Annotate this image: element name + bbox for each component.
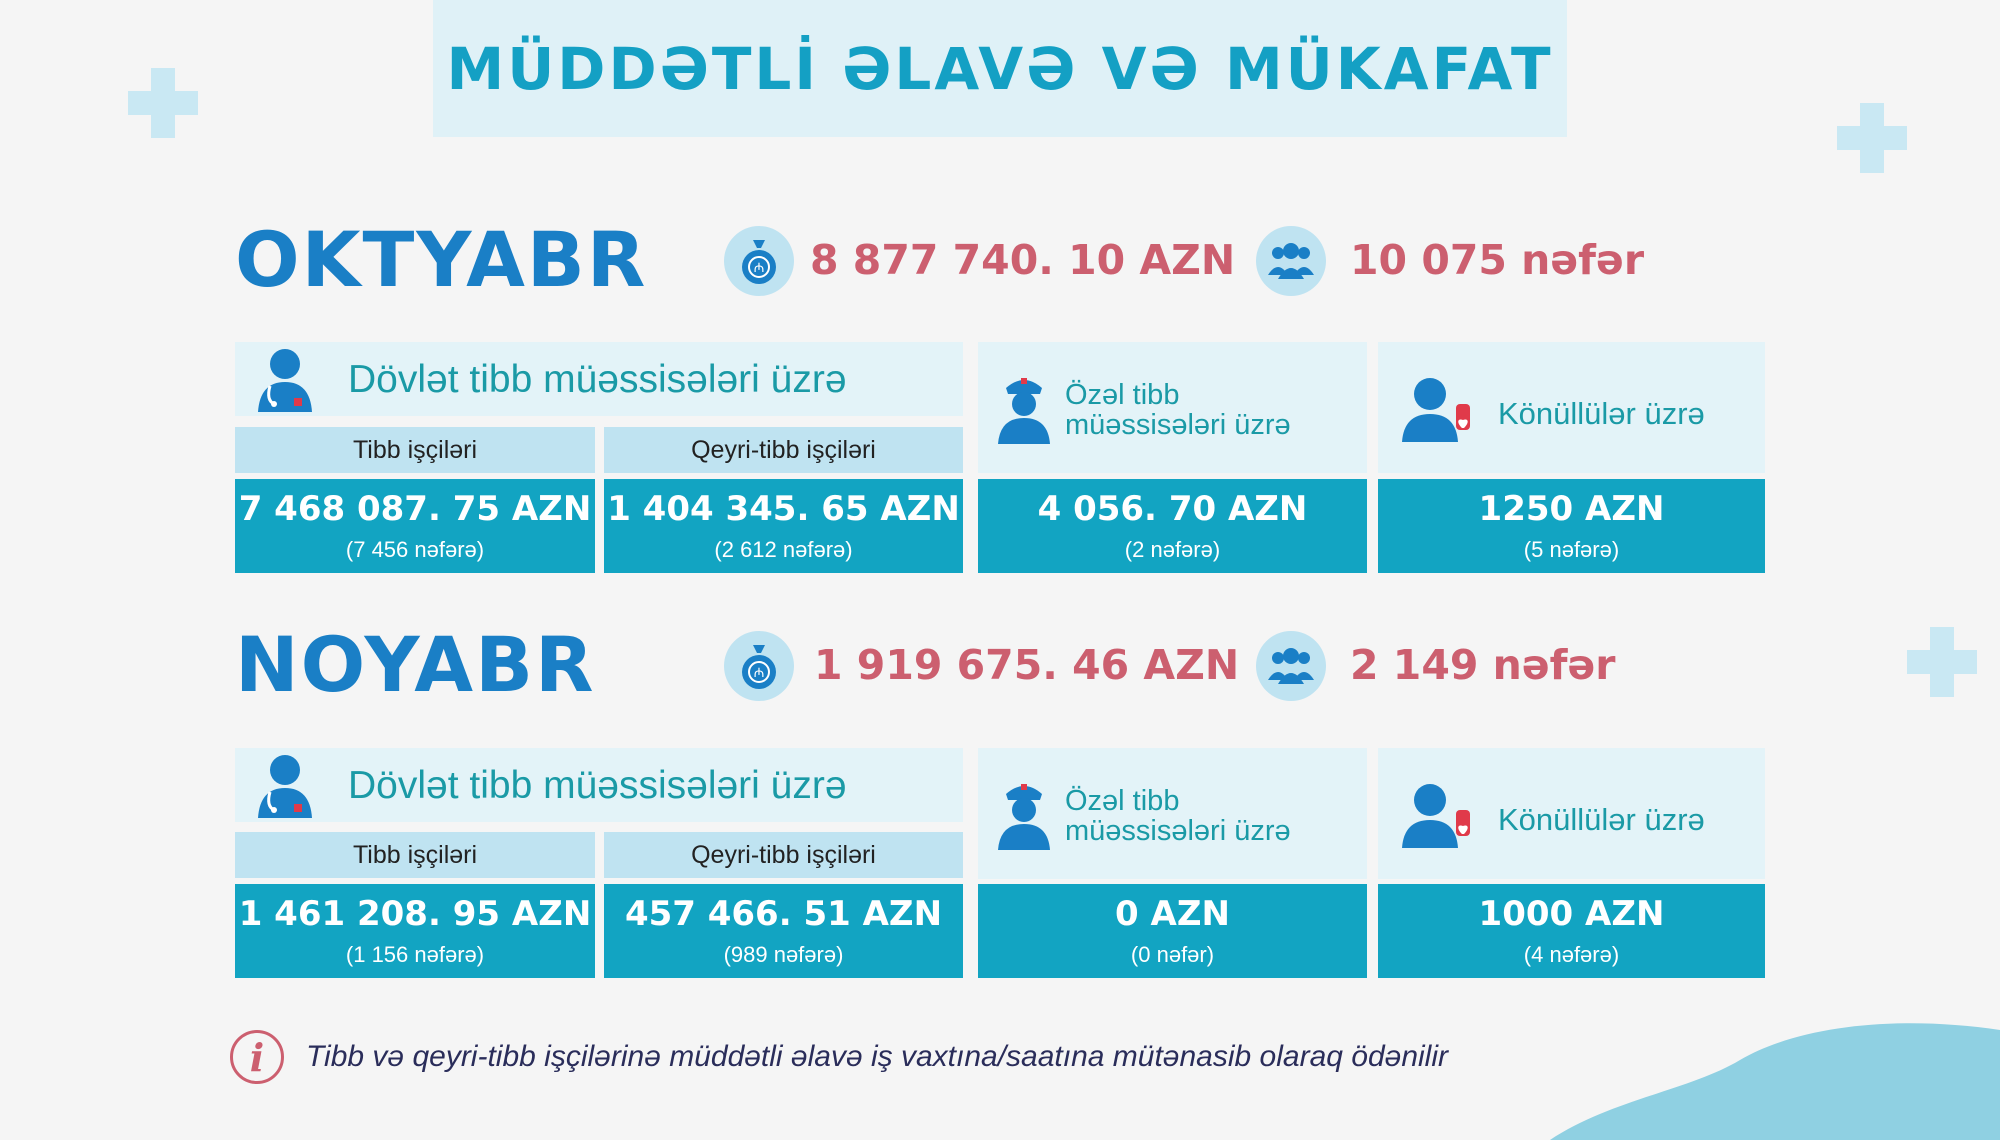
page-title: MÜDDƏTLİ ƏLAVƏ VƏ MÜKAFAT xyxy=(446,34,1554,103)
count: (7 456 nəfərə) xyxy=(345,537,485,562)
private-institutions-value: 0 AZN (0 nəfər) xyxy=(978,884,1367,978)
state-institutions-panel xyxy=(235,748,963,822)
private-institutions-value: 4 056. 70 AZN (2 nəfərə) xyxy=(978,479,1367,573)
count: (989 nəfərə) xyxy=(723,942,844,967)
month-title: OKTYABR xyxy=(235,215,648,304)
money-bag-icon: ₼ xyxy=(724,631,794,701)
people-group-icon xyxy=(1256,631,1326,701)
money-bag-icon: ₼ xyxy=(724,226,794,296)
amount: 457 466. 51 AZN xyxy=(624,894,943,934)
private-institutions-title: Özəl tibb müəssisələri üzrə xyxy=(1065,785,1291,847)
private-institutions-panel xyxy=(978,748,1367,879)
volunteers-panel xyxy=(1378,342,1765,473)
title-banner: MÜDDƏTLİ ƏLAVƏ VƏ MÜKAFAT xyxy=(433,0,1567,137)
plus-decoration-icon xyxy=(128,68,198,138)
count: (2 612 nəfərə) xyxy=(714,537,853,562)
state-institutions-title: Dövlət tibb müəssisələri üzrə xyxy=(348,358,847,401)
amount: 1 404 345. 65 AZN xyxy=(607,489,960,529)
count: (5 nəfərə) xyxy=(1523,537,1620,562)
volunteers-panel xyxy=(1378,748,1765,879)
amount: 1000 AZN xyxy=(1478,894,1665,934)
amount: 7 468 087. 75 AZN xyxy=(238,489,592,529)
footnote-text: Tibb və qeyri-tibb işçilərinə müddətli ə… xyxy=(306,1040,1448,1073)
amount: 1250 AZN xyxy=(1478,489,1665,529)
doctor-icon xyxy=(252,752,318,823)
private-institutions-panel xyxy=(978,342,1367,473)
plus-decoration-icon xyxy=(1907,627,1977,697)
count: (2 nəfərə) xyxy=(1124,537,1221,562)
state-institutions-panel xyxy=(235,342,963,416)
count: (0 nəfər) xyxy=(1130,942,1215,967)
amount: 1 461 208. 95 AZN xyxy=(238,894,592,934)
total-people: 2 149 nəfər xyxy=(1350,641,1616,689)
state-institutions-title: Dövlət tibb müəssisələri üzrə xyxy=(348,764,847,807)
info-icon: i xyxy=(230,1030,284,1084)
nonmedical-workers-value: 457 466. 51 AZN (989 nəfərə) xyxy=(604,884,963,978)
medical-workers-header: Tibb işçiləri xyxy=(235,832,595,878)
people-group-icon xyxy=(1256,226,1326,296)
footnote: i Tibb və qeyri-tibb işçilərinə müddətli… xyxy=(230,1030,1448,1084)
wave-decoration xyxy=(1550,1023,2000,1140)
nurse-icon xyxy=(996,372,1052,449)
amount: 0 AZN xyxy=(1115,894,1230,934)
medical-workers-value: 1 461 208. 95 AZN (1 156 nəfərə) xyxy=(235,884,595,978)
volunteers-title: Könüllülər üzrə xyxy=(1498,396,1705,431)
doctor-icon xyxy=(252,346,318,417)
private-institutions-title: Özəl tibb müəssisələri üzrə xyxy=(1065,379,1291,441)
total-people: 10 075 nəfər xyxy=(1350,236,1645,284)
medical-workers-value: 7 468 087. 75 AZN (7 456 nəfərə) xyxy=(235,479,595,573)
nurse-icon xyxy=(996,778,1052,855)
medical-workers-header: Tibb işçiləri xyxy=(235,427,595,473)
amount: 4 056. 70 AZN xyxy=(1037,489,1308,529)
plus-decoration-icon xyxy=(1837,103,1907,173)
volunteers-title: Könüllülər üzrə xyxy=(1498,802,1705,837)
volunteers-value: 1250 AZN (5 nəfərə) xyxy=(1378,479,1765,573)
count: (4 nəfərə) xyxy=(1523,942,1620,967)
total-amount: 8 877 740. 10 AZN xyxy=(810,236,1236,284)
month-title: NOYABR xyxy=(235,620,596,709)
nonmedical-workers-header: Qeyri-tibb işçiləri xyxy=(604,427,963,473)
total-amount: 1 919 675. 46 AZN xyxy=(814,641,1240,689)
nonmedical-workers-header: Qeyri-tibb işçiləri xyxy=(604,832,963,878)
svg-text:₼: ₼ xyxy=(754,261,765,276)
volunteers-value: 1000 AZN (4 nəfərə) xyxy=(1378,884,1765,978)
volunteer-heart-icon xyxy=(1400,376,1480,447)
count: (1 156 nəfərə) xyxy=(345,942,485,967)
volunteer-heart-icon xyxy=(1400,782,1480,853)
nonmedical-workers-value: 1 404 345. 65 AZN (2 612 nəfərə) xyxy=(604,479,963,573)
svg-text:₼: ₼ xyxy=(754,666,765,681)
